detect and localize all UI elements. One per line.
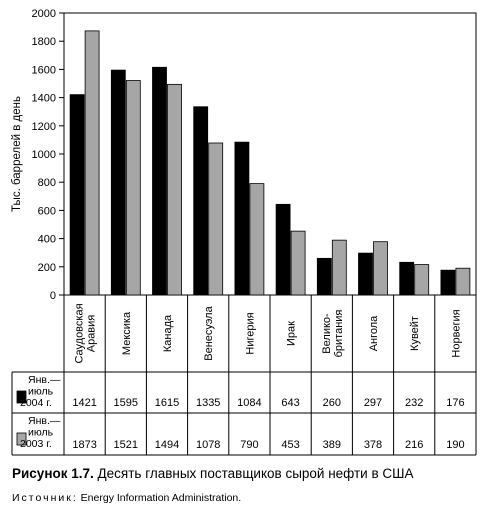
bar-2003: [455, 267, 471, 296]
y-tick-label: 600: [38, 205, 56, 217]
value-cell: 297: [364, 397, 382, 409]
figure-label: Рисунок 1.7.: [12, 466, 94, 481]
legend-label: июль: [28, 427, 54, 439]
y-tick-label: 200: [38, 262, 56, 274]
category-label: Нигерия: [244, 312, 256, 354]
bar-2004: [234, 141, 250, 296]
chart: 0 200 400 600 800 1000 1200 1400 1600 1800 2000 Тыс…: [11, 8, 477, 456]
value-cell: 643: [281, 397, 299, 409]
value-cell: 1873: [72, 439, 96, 451]
category-label: Аравия: [86, 315, 98, 353]
value-cell: 232: [405, 397, 423, 409]
legend-swatch-2004: [16, 390, 27, 404]
bar-2004: [152, 66, 167, 296]
category-label: Норвегия: [450, 309, 462, 357]
category-label: Ангола: [368, 315, 380, 351]
value-cell: 176: [446, 397, 464, 409]
legend-label: июль: [28, 386, 54, 398]
bar-2004: [358, 252, 373, 296]
source-label: Источник:: [12, 492, 78, 504]
bar-2003: [84, 30, 100, 296]
figure-caption: Рисунок 1.7. Десять главных поставщиков …: [12, 466, 482, 481]
y-tick-label: 1400: [32, 93, 56, 105]
bar-2004: [275, 203, 291, 296]
y-tick-label: 1000: [32, 149, 56, 161]
y-tick-label: 800: [38, 177, 56, 189]
source-text: Energy Information Administration.: [80, 492, 242, 504]
bar-2003: [331, 239, 347, 296]
value-cell: 1595: [114, 397, 138, 409]
bar-2003: [167, 83, 182, 296]
bar-2004: [69, 94, 85, 296]
value-cell: 453: [281, 439, 299, 451]
category-label: Велико-: [321, 313, 333, 354]
bar-2003: [414, 264, 430, 296]
category-label: Кувейт: [409, 316, 421, 351]
value-cell: 1521: [114, 439, 138, 451]
legend-swatch-2003: [16, 432, 27, 446]
legend-label: Янв.—: [28, 374, 61, 386]
value-cell: 790: [240, 439, 258, 451]
value-cell: 1335: [196, 397, 220, 409]
plot-frame: [63, 12, 477, 296]
y-tick-label: 1200: [32, 121, 56, 133]
category-label: британия: [333, 310, 345, 358]
bar-2003: [125, 80, 141, 296]
bar-2004: [193, 106, 209, 296]
category-label: Мексика: [121, 311, 133, 355]
bar-2004: [110, 69, 126, 296]
category-label: Саудовская: [74, 303, 86, 363]
value-cell: 389: [323, 439, 341, 451]
value-cell: 260: [323, 397, 341, 409]
value-cell: 1084: [237, 397, 261, 409]
bar-2004: [440, 269, 456, 296]
bar-2003: [249, 183, 265, 296]
bar-2003: [208, 142, 224, 296]
bar-2003: [290, 230, 306, 296]
value-cell: 378: [364, 439, 382, 451]
bar-2004: [316, 257, 332, 296]
bar-2003: [373, 241, 388, 296]
legend-label: 2003 г.: [20, 438, 52, 450]
value-cell: 1421: [72, 397, 96, 409]
value-cell: 190: [446, 439, 464, 451]
figure-source: Источник: Energy Information Administrat…: [12, 492, 482, 504]
y-tick-label: 400: [38, 234, 56, 246]
value-cell: 1615: [155, 397, 179, 409]
legend-label: 2004 г.: [20, 397, 52, 409]
category-label: Венесуэла: [203, 305, 215, 360]
y-tick-label: 1600: [32, 64, 56, 76]
y-tick-label: 1800: [32, 36, 56, 48]
y-axis-label: Тыс. баррелей в день: [11, 96, 23, 212]
y-tick-label: 0: [50, 290, 56, 302]
category-label: Канада: [162, 314, 174, 352]
value-cell: 216: [405, 439, 423, 451]
value-cell: 1494: [155, 439, 179, 451]
value-cell: 1078: [196, 439, 220, 451]
y-tick-label: 2000: [32, 8, 56, 20]
bar-2004: [399, 261, 415, 296]
figure-title: Десять главных поставщиков сырой нефти в…: [97, 466, 414, 481]
legend-label: Янв.—: [28, 415, 61, 427]
category-label: Ирак: [286, 321, 298, 346]
